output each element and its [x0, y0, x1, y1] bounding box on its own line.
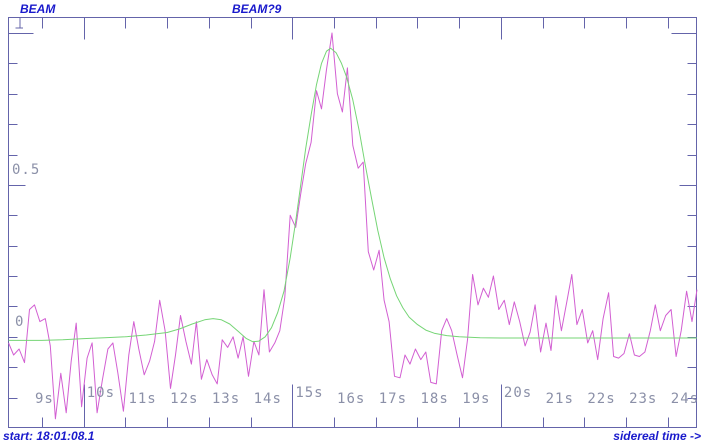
x-axis-label-10s: 10s	[86, 385, 116, 401]
top-left-marker	[15, 17, 23, 29]
start-time-text: start: 18:01:08.1	[3, 429, 95, 443]
x-axis-label-15s: 15s	[295, 385, 324, 401]
x-axis-label-16s: 16s	[337, 391, 366, 407]
x-axis-label-18s: 18s	[420, 391, 449, 407]
y-axis-label-0: 0	[15, 314, 25, 330]
x-axis-label-23s: 23s	[629, 391, 658, 407]
fit-curve	[8, 47, 697, 343]
plot-frame	[8, 17, 697, 428]
window-title-left: BEAM	[20, 2, 56, 16]
x-axis-label-22s: 22s	[587, 391, 616, 407]
sidereal-time-text: sidereal time ->	[613, 429, 701, 443]
x-axis-label-19s: 19s	[462, 391, 491, 407]
x-axis-label-11s: 11s	[128, 391, 157, 407]
axis-ticks	[8, 17, 697, 428]
x-axis-label-14s: 14s	[253, 391, 282, 407]
x-axis-label-17s: 17s	[378, 391, 408, 407]
x-axis-label-13s: 13s	[211, 391, 241, 407]
signal-trace	[8, 32, 698, 420]
x-axis-label-12s: 12s	[170, 391, 199, 407]
x-axis-label-9s: 9s	[35, 391, 54, 407]
plot-title: BEAM?9	[232, 2, 282, 16]
x-axis-label-21s: 21s	[545, 391, 574, 407]
y-axis-label-0p5: 0.5	[12, 162, 41, 178]
x-axis-label-20s: 20s	[503, 385, 533, 401]
x-axis-label-24s: 24s	[670, 391, 700, 407]
